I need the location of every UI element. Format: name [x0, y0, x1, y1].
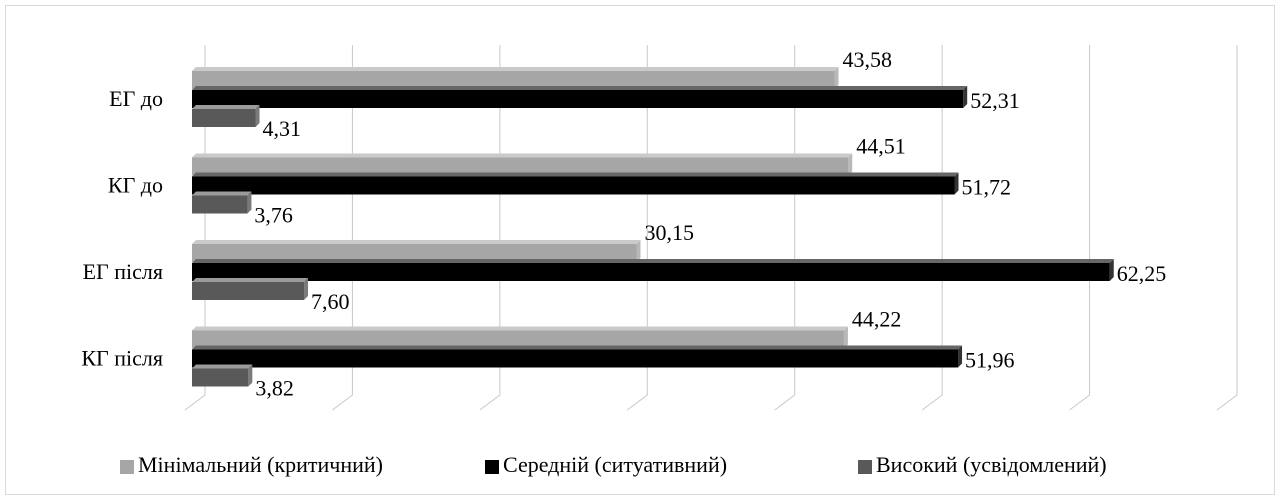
y-tick-label: ЕГ після: [83, 259, 163, 284]
bar: [192, 368, 249, 387]
bar: [192, 263, 1110, 281]
y-tick-label: ЕГ до: [109, 86, 163, 111]
bar: [192, 157, 849, 176]
bar: [192, 330, 844, 349]
legend-label: Мінімальний (критичний): [138, 452, 383, 477]
bar-top: [192, 172, 959, 177]
data-label: 7,60: [311, 289, 350, 314]
bar-top: [192, 345, 963, 350]
bar-top: [192, 105, 260, 109]
bar-end: [304, 278, 309, 300]
data-label: 3,82: [255, 376, 294, 401]
bar: [192, 244, 637, 262]
legend-swatch: [120, 460, 134, 474]
y-tick-label: КГ до: [108, 173, 163, 198]
data-label: 51,72: [962, 175, 1012, 200]
bar: [192, 71, 835, 89]
bar: [192, 282, 305, 300]
bar: [192, 90, 964, 108]
bar-end: [1109, 259, 1114, 281]
bar-end: [958, 345, 963, 368]
y-tick-label: КГ після: [81, 346, 163, 371]
data-label: 44,22: [852, 307, 902, 332]
legend-swatch: [858, 460, 872, 474]
data-label: 30,15: [644, 220, 694, 245]
bar-end: [963, 86, 968, 108]
data-label: 43,58: [842, 47, 892, 72]
data-label: 3,76: [254, 203, 293, 228]
data-label: 44,51: [856, 134, 906, 159]
bar-end: [247, 191, 252, 214]
data-label: 52,31: [970, 88, 1020, 113]
bar-top: [192, 364, 253, 369]
bar: [192, 109, 256, 127]
data-label: 62,25: [1117, 261, 1167, 286]
bar-top: [192, 259, 1114, 263]
bar-end: [636, 240, 641, 262]
grid-line: [1069, 45, 1091, 411]
bar-top: [192, 278, 309, 282]
legend-label: Середній (ситуативний): [503, 452, 727, 477]
bar-top: [192, 86, 968, 90]
bar-top: [192, 326, 848, 331]
bar: [192, 349, 959, 368]
bar-end: [834, 67, 839, 89]
legend-label: Високий (усвідомлений): [876, 452, 1107, 477]
bar-top: [192, 153, 853, 158]
bar-top: [192, 240, 641, 244]
bar-end: [255, 105, 260, 127]
bar-end: [848, 153, 853, 176]
data-label: 4,31: [263, 116, 302, 141]
bar: [192, 195, 248, 214]
bar: [192, 176, 955, 195]
data-label: 51,96: [965, 348, 1015, 373]
grid-line: [1216, 45, 1238, 411]
bar-top: [192, 191, 252, 196]
bar-top: [192, 67, 839, 71]
bar-end: [954, 172, 959, 195]
legend-swatch: [485, 460, 499, 474]
bar-end: [248, 364, 253, 387]
bar-end: [843, 326, 848, 349]
grid-line: [921, 45, 943, 411]
